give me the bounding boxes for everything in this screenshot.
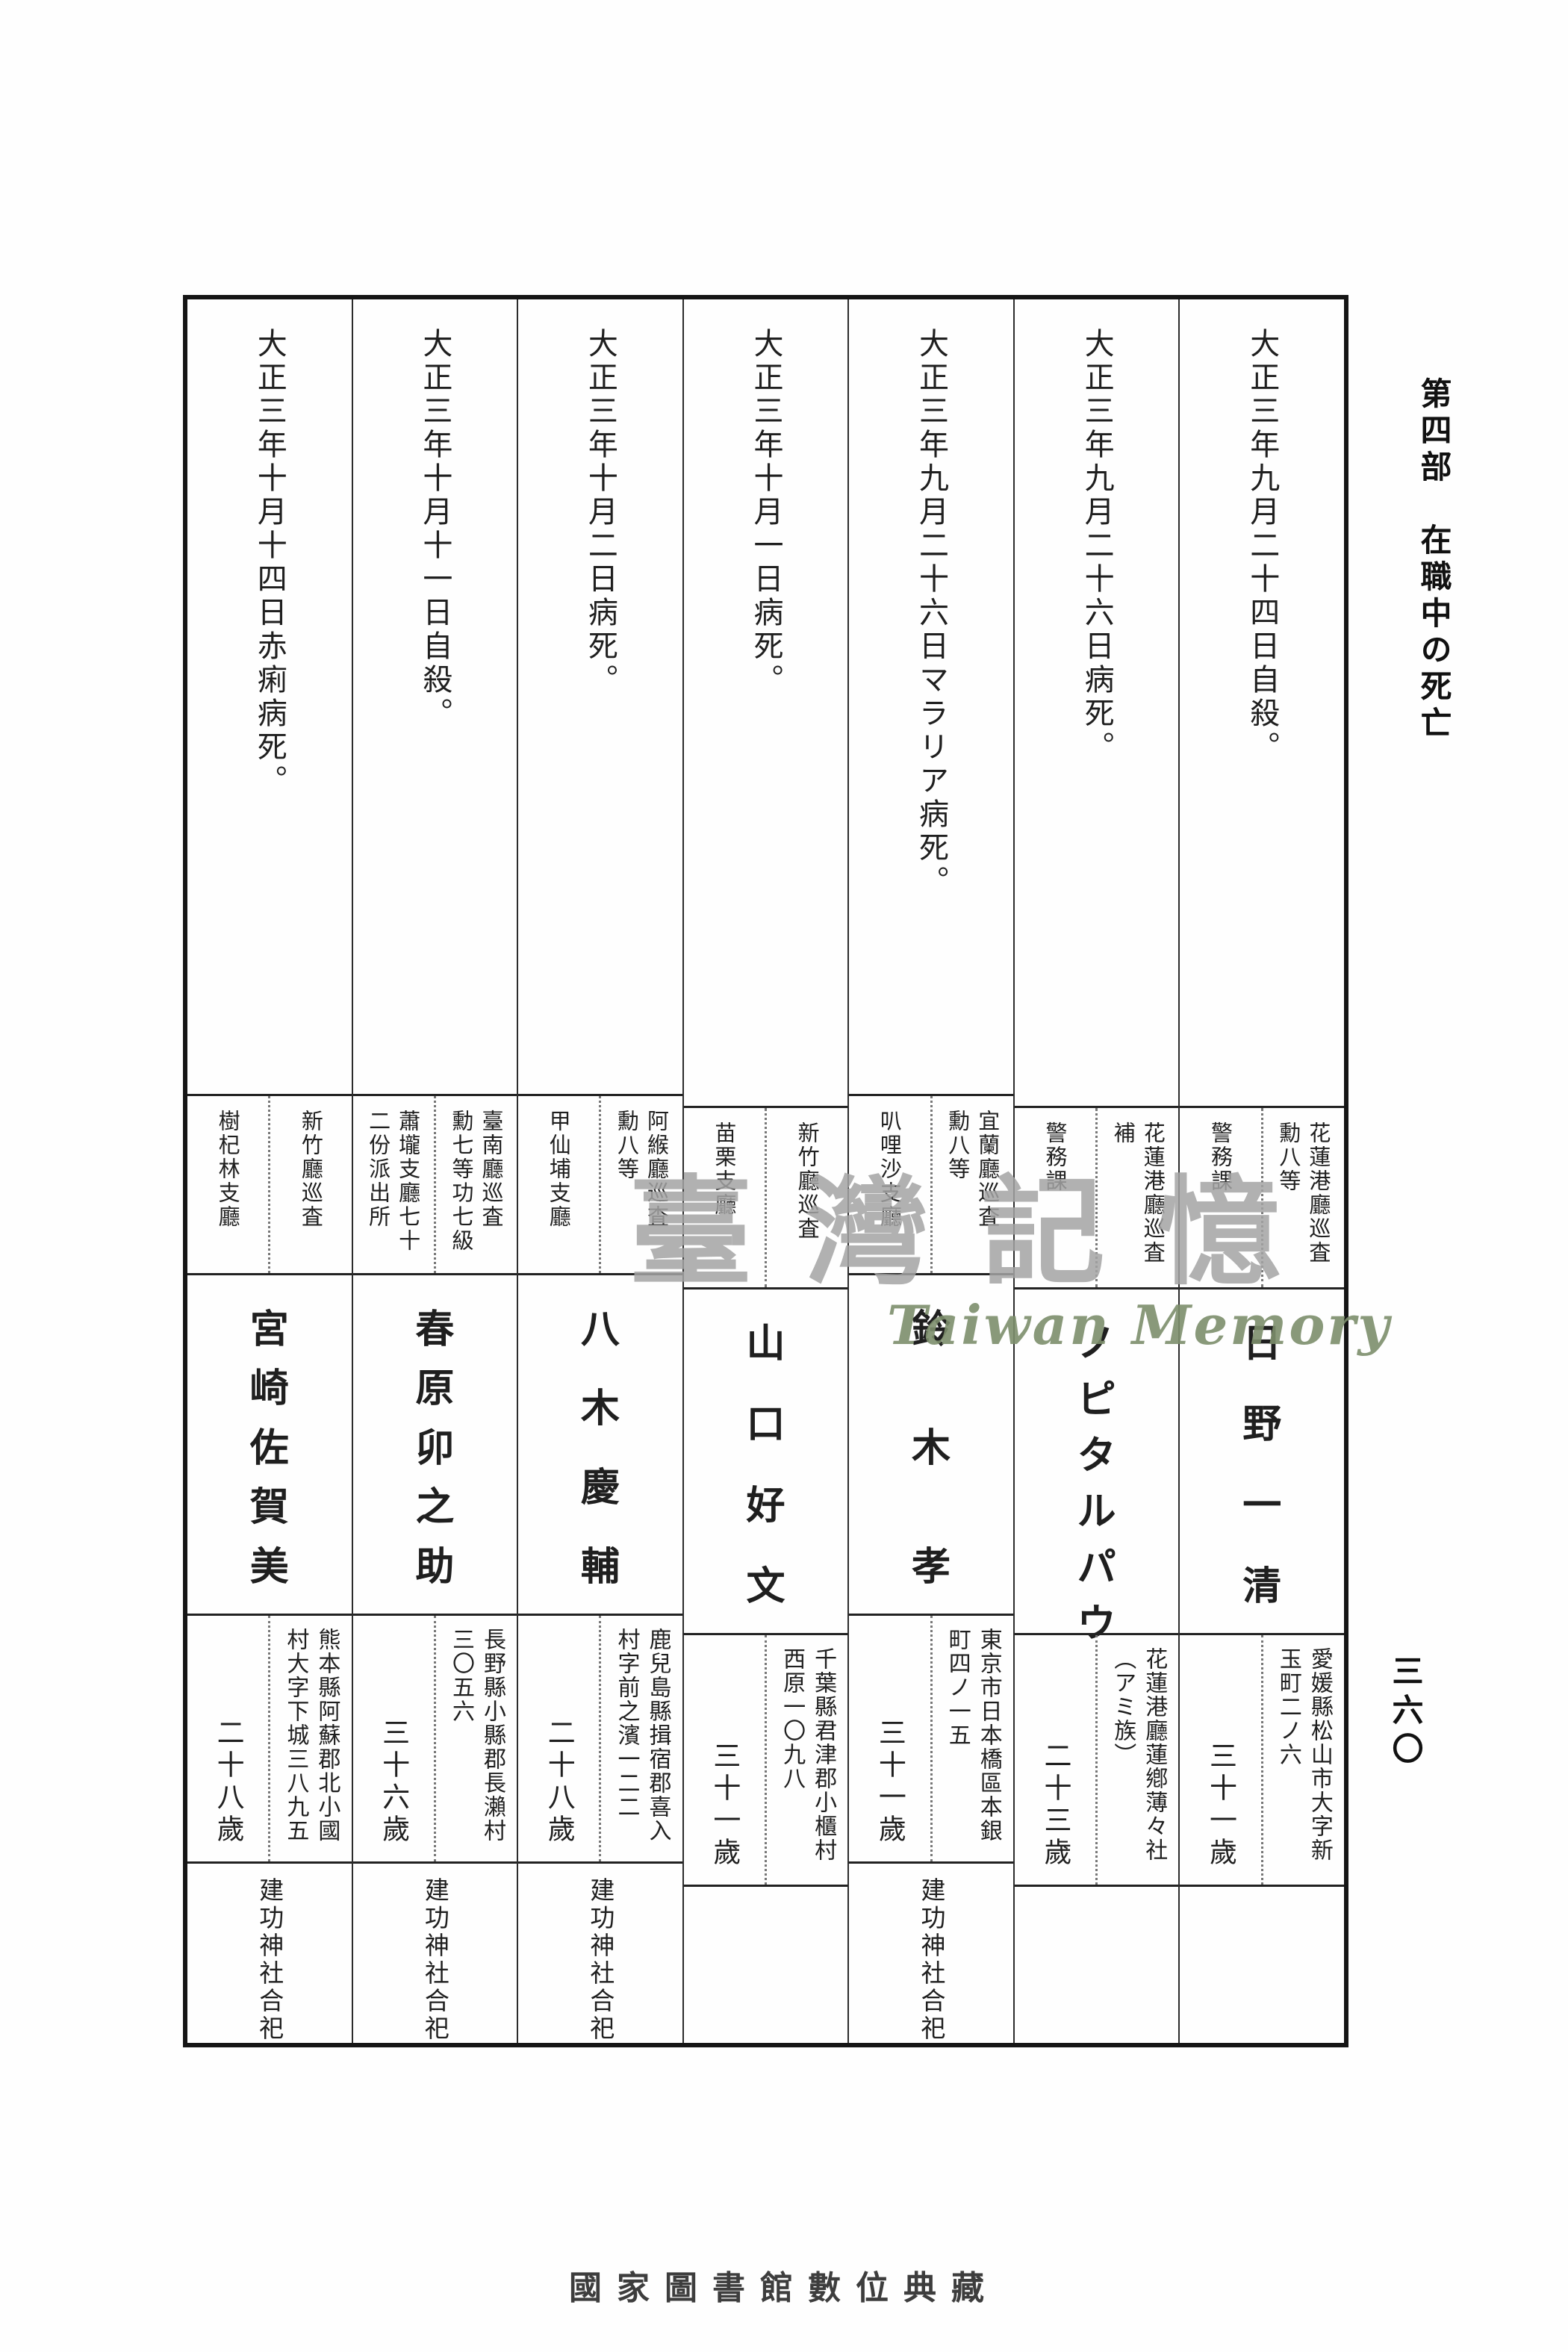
death-date-cell: 大正三年九月二十六日病死。 <box>1015 299 1179 1106</box>
age-at-death: 三十一歲 <box>684 1635 767 1885</box>
rank-department: 苗栗支廳 <box>684 1108 767 1287</box>
death-date-cell: 大正三年十月十一日自殺。 <box>353 299 517 1094</box>
enshrinement-note-cell: 建功神社合祀 <box>352 1861 517 2043</box>
rank-title: 宜蘭廳巡査 勳八等 <box>945 1110 1001 1230</box>
rank-cell: 宜蘭廳巡査 勳八等 叭哩沙支廳 <box>849 1094 1013 1273</box>
enshrinement-note-cell: 建功神社合祀 <box>849 1861 1013 2043</box>
death-date-cell: 大正三年十月二日病死。 <box>518 299 682 1094</box>
death-date: 大正三年九月二十六日マラリア病死。 <box>914 328 949 899</box>
rank-department: 叭哩沙支廳 <box>849 1096 933 1273</box>
name-cell: 宮崎佐賀美 <box>187 1272 352 1614</box>
name-cell: 鈴木孝 <box>849 1272 1013 1614</box>
death-register-table: 大正三年九月二十四日自殺。 花蓮港廳巡査 勳八等 警務課 日野一清 愛媛縣松山市… <box>183 295 1348 2047</box>
rank-cell: 阿緱廳巡査 勳八等 甲仙埔支廳 <box>518 1094 682 1273</box>
death-date: 大正三年十月一日病死。 <box>748 328 783 697</box>
death-date-cell: 大正三年十月一日病死。 <box>684 299 848 1106</box>
enshrinement-note-cell <box>1014 1885 1179 2043</box>
table-column-7: 大正三年十月十四日赤痢病死。 新竹廳巡査 樹杞林支廳 宮崎佐賀美 熊本縣阿蘇郡北… <box>187 299 352 2043</box>
chapter-header: 第四部 在職中の死亡 <box>1411 377 1457 746</box>
rank-cell: 新竹廳巡査 樹杞林支廳 <box>187 1094 352 1273</box>
address-age-cell: 熊本縣阿蘇郡北小國 村大字下城三八九五 二十八歲 <box>187 1613 352 1861</box>
age-at-death: 二十八歲 <box>187 1615 271 1861</box>
home-address: 東京市日本橋區本銀 町四ノ一五 <box>944 1627 1002 1843</box>
rank-title: 新竹廳巡査 <box>298 1110 324 1230</box>
enshrinement-note-cell <box>1180 1885 1344 2043</box>
name-cell: 八木慶輔 <box>518 1272 682 1614</box>
rank-title: 阿緱廳巡査 勳八等 <box>614 1110 670 1230</box>
chapter-header-text: 第四部 在職中の死亡 <box>1416 377 1452 743</box>
person-name: 鈴木孝 <box>912 1306 951 1590</box>
home-address: 愛媛縣松山市大字新 玉町二ノ六 <box>1275 1647 1333 1862</box>
rank-department: 樹杞林支廳 <box>187 1096 271 1273</box>
name-cell: 山口好文 <box>683 1287 848 1633</box>
death-date-cell: 大正三年九月二十四日自殺。 <box>1180 299 1344 1106</box>
enshrinement-note-cell <box>683 1885 848 2043</box>
person-name: 宮崎佐賀美 <box>249 1306 289 1590</box>
death-date: 大正三年十月二日病死。 <box>582 328 617 697</box>
home-address: 鹿兒島縣揖宿郡喜入 村字前之濱一二二 <box>613 1627 671 1843</box>
death-date: 大正三年九月二十六日病死。 <box>1079 328 1114 765</box>
page-number: 三六〇 <box>1383 1655 1428 1774</box>
table-column-4: 大正三年十月一日病死。 新竹廳巡査 苗栗支廳 山口好文 千葉縣君津郡小櫃村 西原… <box>682 299 848 2043</box>
rank-department: 蕭壠支廳七十 二份派出所 <box>353 1096 436 1273</box>
address-age-cell: 東京市日本橋區本銀 町四ノ一五 三十一歲 <box>849 1613 1013 1861</box>
rank-cell: 花蓮港廳巡査 勳八等 警務課 <box>1180 1106 1344 1287</box>
enshrinement-note-cell: 建功神社合祀 <box>518 1861 682 2043</box>
name-cell: ノピタルパウ <box>1014 1287 1179 1646</box>
table-column-1: 大正三年九月二十四日自殺。 花蓮港廳巡査 勳八等 警務課 日野一清 愛媛縣松山市… <box>1178 299 1344 2043</box>
rank-department: 甲仙埔支廳 <box>518 1096 602 1273</box>
home-address: 千葉縣君津郡小櫃村 西原一〇九八 <box>779 1647 837 1862</box>
rank-cell: 臺南廳巡査 勳七等功七級 蕭壠支廳七十 二份派出所 <box>352 1094 517 1273</box>
address-age-cell: 愛媛縣松山市大字新 玉町二ノ六 三十一歲 <box>1180 1633 1344 1885</box>
rank-title: 臺南廳巡査 勳七等功七級 <box>448 1110 504 1254</box>
rank-cell: 新竹廳巡査 苗栗支廳 <box>683 1106 848 1287</box>
address-age-cell: 花蓮港廳蓮鄕薄々社 （アミ族） 二十三歲 <box>1014 1633 1179 1885</box>
death-date: 大正三年十月十四日赤痢病死。 <box>252 328 287 798</box>
death-date-cell: 大正三年十月十四日赤痢病死。 <box>187 299 352 1094</box>
death-date: 大正三年九月二十四日自殺。 <box>1245 328 1280 765</box>
death-date: 大正三年十月十一日自殺。 <box>417 328 452 731</box>
rank-department: 警務課 <box>1015 1108 1098 1287</box>
death-date-cell: 大正三年九月二十六日マラリア病死。 <box>849 299 1013 1094</box>
rank-cell: 花蓮港廳巡査 補 警務課 <box>1014 1106 1179 1287</box>
age-at-death: 二十八歲 <box>518 1615 602 1861</box>
rank-title: 花蓮港廳巡査 補 <box>1110 1121 1166 1265</box>
home-address: 長野縣小縣郡長瀨村 三〇五六 <box>447 1627 505 1843</box>
name-cell: 春原卯之助 <box>352 1272 517 1614</box>
rank-title: 花蓮港廳巡査 勳八等 <box>1275 1121 1331 1265</box>
address-age-cell: 鹿兒島縣揖宿郡喜入 村字前之濱一二二 二十八歲 <box>518 1613 682 1861</box>
table-column-5: 大正三年十月二日病死。 阿緱廳巡査 勳八等 甲仙埔支廳 八木慶輔 鹿兒島縣揖宿郡… <box>517 299 682 2043</box>
person-name: 春原卯之助 <box>415 1306 455 1590</box>
age-at-death: 三十一歲 <box>849 1615 933 1861</box>
table-column-2: 大正三年九月二十六日病死。 花蓮港廳巡査 補 警務課 ノピタルパウ 花蓮港廳蓮鄕… <box>1012 299 1179 2043</box>
name-cell: 日野一清 <box>1180 1287 1344 1633</box>
archive-footer: 國家圖書館數位典藏 <box>569 2269 999 2307</box>
age-at-death: 二十三歲 <box>1015 1635 1098 1885</box>
person-name: ノピタルパウ <box>1077 1321 1116 1646</box>
table-column-3: 大正三年九月二十六日マラリア病死。 宜蘭廳巡査 勳八等 叭哩沙支廳 鈴木孝 東京… <box>847 299 1013 2043</box>
rank-title: 新竹廳巡査 <box>794 1121 821 1241</box>
person-name: 日野一清 <box>1242 1321 1282 1609</box>
person-name: 八木慶輔 <box>580 1306 620 1590</box>
enshrinement-note-cell: 建功神社合祀 <box>187 1861 352 2043</box>
home-address: 熊本縣阿蘇郡北小國 村大字下城三八九五 <box>282 1627 340 1843</box>
age-at-death: 三十一歲 <box>1180 1635 1263 1885</box>
table-column-6: 大正三年十月十一日自殺。 臺南廳巡査 勳七等功七級 蕭壠支廳七十 二份派出所 春… <box>351 299 517 2043</box>
rank-department: 警務課 <box>1180 1108 1263 1287</box>
age-at-death: 三十六歲 <box>353 1615 436 1861</box>
address-age-cell: 長野縣小縣郡長瀨村 三〇五六 三十六歲 <box>352 1613 517 1861</box>
home-address: 花蓮港廳蓮鄕薄々社 （アミ族） <box>1110 1647 1168 1862</box>
page-number-text: 三六〇 <box>1387 1655 1424 1771</box>
address-age-cell: 千葉縣君津郡小櫃村 西原一〇九八 三十一歲 <box>683 1633 848 1885</box>
person-name: 山口好文 <box>746 1321 785 1609</box>
